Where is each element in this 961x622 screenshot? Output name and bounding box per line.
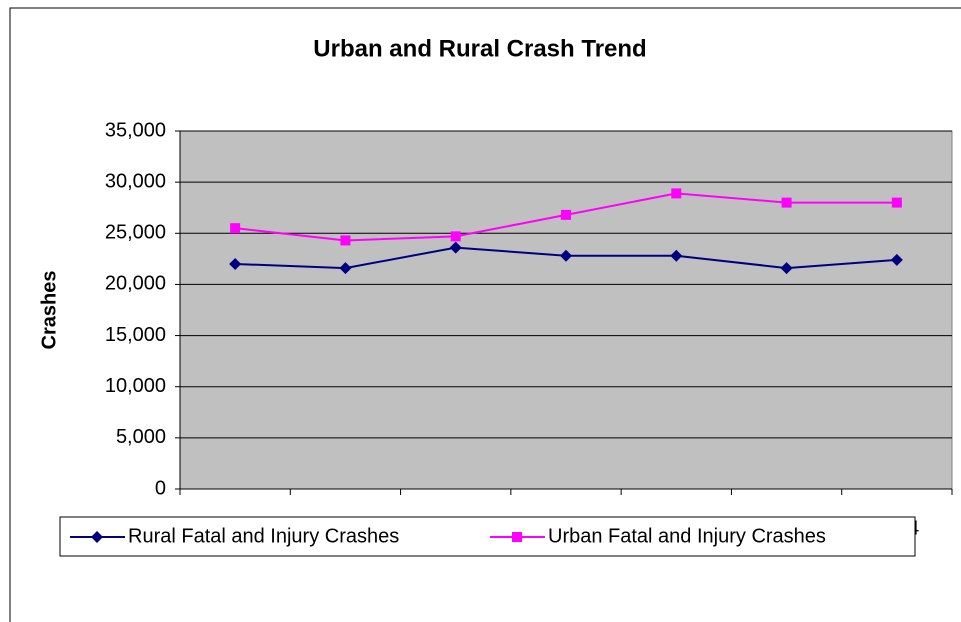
data-point [670,249,683,262]
y-tick-label: 5,000 [116,426,166,448]
data-point [890,253,903,266]
y-tick-label: 20,000 [105,273,166,295]
data-point [450,231,461,242]
legend-label: Urban Fatal and Injury Crashes [548,525,826,547]
data-point [561,209,571,220]
data-point [340,235,351,246]
y-tick-label: 35,000 [105,119,166,141]
y-tick-label: 15,000 [105,324,166,346]
y-tick-label: 25,000 [105,222,166,244]
plot-area [179,130,953,490]
legend-label: Rural Fatal and Injury Crashes [128,525,399,547]
data-point [230,223,241,234]
data-point [560,249,572,262]
data-point [781,197,792,208]
chart-title: Urban and Rural Crash Trend [313,35,646,62]
data-point [671,188,682,199]
data-point [780,262,793,275]
y-tick-label: 0 [155,477,166,499]
legend [59,516,916,557]
legend-marker [91,531,103,543]
data-point [891,197,902,208]
y-axis-title: Crashes [38,271,60,350]
legend-marker [512,532,522,542]
data-point [339,262,352,275]
data-point [449,241,462,254]
data-point [229,257,242,270]
y-tick-label: 30,000 [105,170,166,192]
y-tick-label: 10,000 [105,375,166,397]
